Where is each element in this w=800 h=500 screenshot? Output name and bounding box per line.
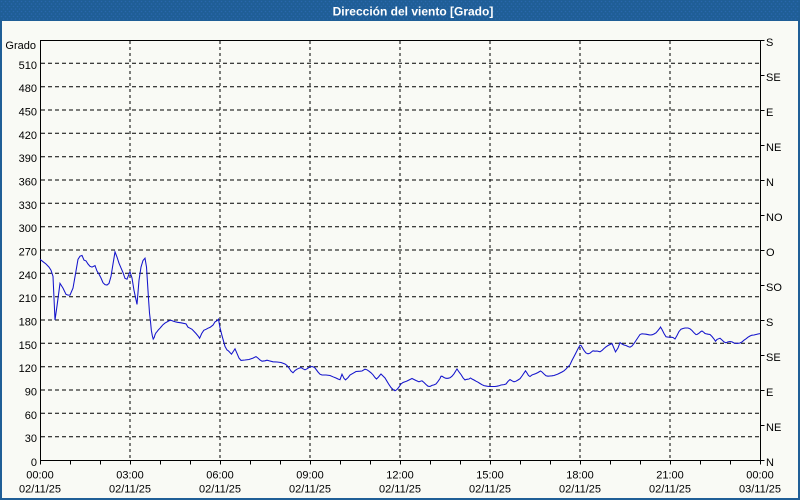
svg-text:03/11/25: 03/11/25 [739, 484, 781, 496]
svg-text:02/11/25: 02/11/25 [559, 484, 601, 496]
svg-text:00:00: 00:00 [26, 470, 54, 482]
svg-text:0: 0 [31, 457, 37, 469]
svg-text:N: N [766, 177, 774, 189]
svg-text:E: E [766, 387, 773, 399]
svg-text:02/11/25: 02/11/25 [469, 484, 511, 496]
svg-text:09:00: 09:00 [296, 470, 324, 482]
svg-text:510: 510 [19, 60, 37, 72]
svg-text:18:00: 18:00 [566, 470, 594, 482]
svg-text:90: 90 [25, 387, 37, 399]
svg-text:02/11/25: 02/11/25 [109, 484, 151, 496]
svg-text:Dirección del viento [Grado]: Dirección del viento [Grado] [333, 5, 494, 19]
svg-text:06:00: 06:00 [206, 470, 234, 482]
svg-text:21:00: 21:00 [656, 470, 684, 482]
svg-text:330: 330 [19, 200, 37, 212]
svg-text:03:00: 03:00 [116, 470, 144, 482]
svg-text:02/11/25: 02/11/25 [649, 484, 691, 496]
svg-text:SE: SE [766, 72, 781, 84]
svg-text:12:00: 12:00 [386, 470, 414, 482]
svg-text:02/11/25: 02/11/25 [19, 484, 61, 496]
svg-text:NO: NO [766, 212, 783, 224]
svg-text:02/11/25: 02/11/25 [289, 484, 331, 496]
svg-text:360: 360 [19, 177, 37, 189]
svg-text:180: 180 [19, 317, 37, 329]
svg-text:NE: NE [766, 422, 781, 434]
svg-text:N: N [766, 457, 774, 469]
svg-text:300: 300 [19, 223, 37, 235]
svg-text:15:00: 15:00 [476, 470, 504, 482]
svg-text:150: 150 [19, 340, 37, 352]
svg-text:NE: NE [766, 142, 781, 154]
svg-text:Grado: Grado [5, 40, 36, 52]
svg-text:00:00: 00:00 [746, 470, 774, 482]
svg-text:60: 60 [25, 410, 37, 422]
svg-text:30: 30 [25, 433, 37, 445]
svg-text:S: S [766, 37, 773, 49]
svg-text:240: 240 [19, 270, 37, 282]
svg-text:SO: SO [766, 282, 782, 294]
svg-text:120: 120 [19, 363, 37, 375]
svg-text:420: 420 [19, 130, 37, 142]
svg-text:450: 450 [19, 107, 37, 119]
svg-text:02/11/25: 02/11/25 [199, 484, 241, 496]
svg-text:O: O [766, 247, 775, 259]
svg-text:480: 480 [19, 83, 37, 95]
svg-text:210: 210 [19, 293, 37, 305]
svg-text:390: 390 [19, 153, 37, 165]
svg-text:S: S [766, 317, 773, 329]
svg-text:E: E [766, 107, 773, 119]
svg-text:270: 270 [19, 247, 37, 259]
svg-text:SE: SE [766, 352, 781, 364]
svg-text:02/11/25: 02/11/25 [379, 484, 421, 496]
